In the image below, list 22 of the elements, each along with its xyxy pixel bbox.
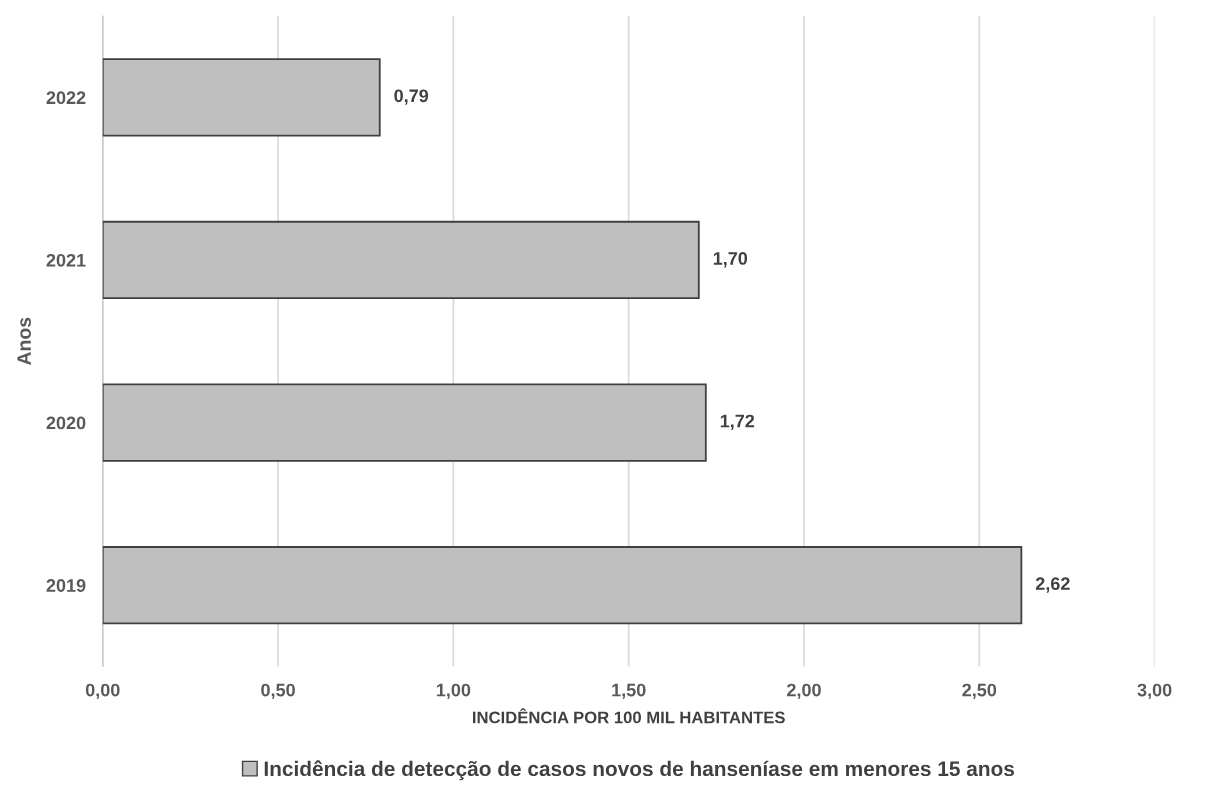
data-label: 2,62 <box>1035 577 1070 593</box>
y-tick-label: 2021 <box>46 253 86 267</box>
x-tick-label: 2,00 <box>787 683 821 700</box>
y-tick-label: 2022 <box>46 91 86 105</box>
x-tick-label: 1,50 <box>612 683 646 700</box>
data-label: 0,79 <box>394 89 429 105</box>
data-label: 1,72 <box>720 414 755 431</box>
bar <box>102 383 707 462</box>
y-axis-title: Anos <box>17 317 31 366</box>
data-label: 1,70 <box>713 252 748 268</box>
legend-label: Incidência de detecção de casos novos de hanseníase em menores 15 anos <box>264 760 1015 781</box>
bar <box>102 220 700 300</box>
bar <box>102 58 381 137</box>
x-tick-label: 3,00 <box>1137 683 1172 700</box>
y-tick-label: 2020 <box>46 416 86 430</box>
y-tick-label: 2019 <box>46 579 86 592</box>
x-tick-label: 2,50 <box>962 683 997 700</box>
x-tick-label: 0,00 <box>85 683 120 700</box>
x-tick-label: 1,00 <box>436 683 471 700</box>
x-tick-label: 0,50 <box>261 683 295 700</box>
x-axis-title: INCIDÊNCIA POR 100 MIL HABITANTES <box>472 708 785 724</box>
bar <box>102 546 1023 625</box>
